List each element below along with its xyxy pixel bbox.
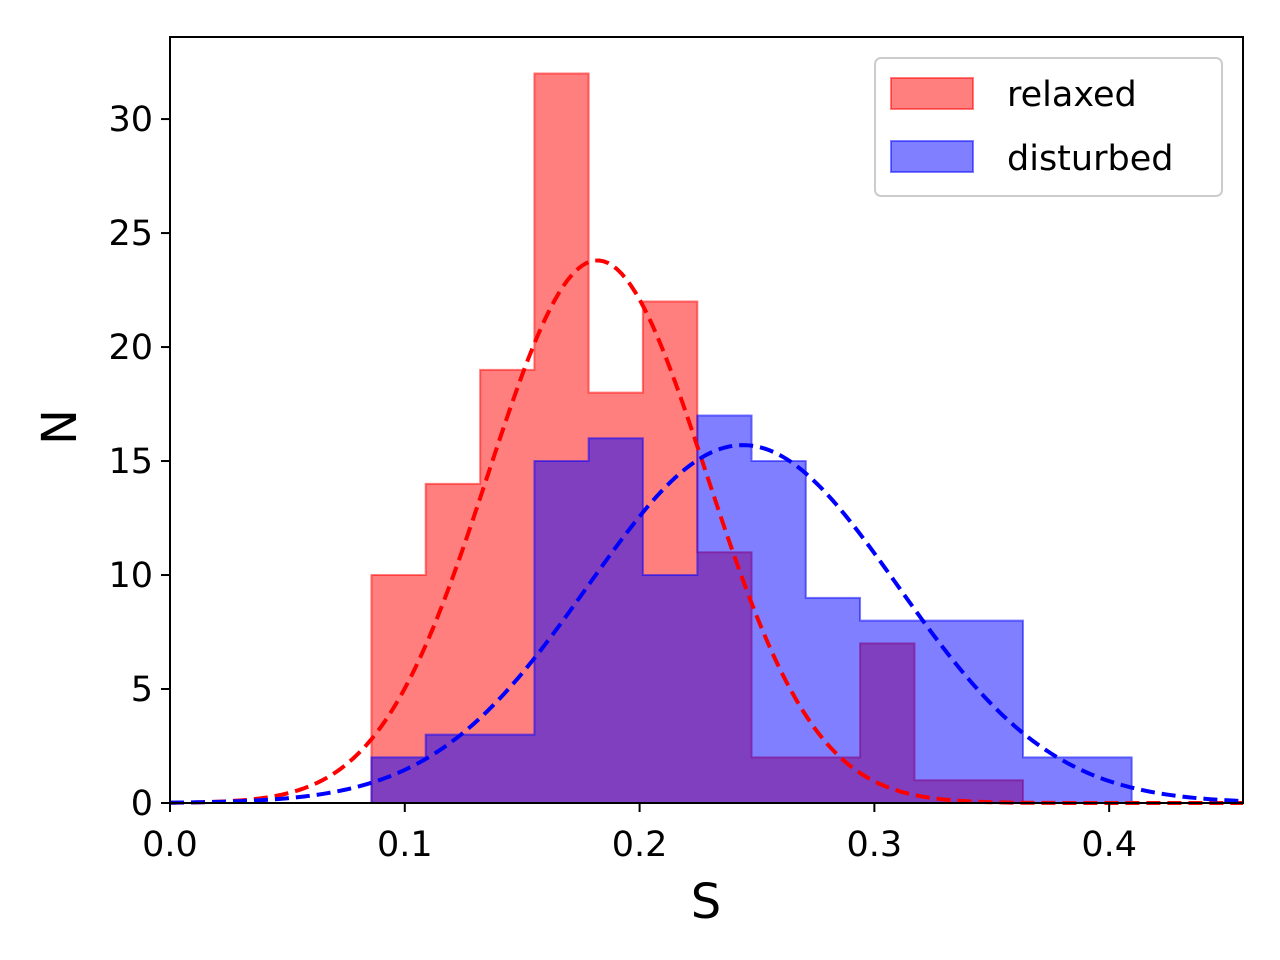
fit-curve-disturbed [169, 443, 1244, 805]
x-tick-label: 0.3 [847, 825, 903, 865]
y-axis-ticks: 0 5 10 15 20 25 30 [108, 100, 170, 824]
y-tick-label: 0 [131, 784, 153, 824]
disturbed-histogram [370, 414, 1133, 804]
legend-label-disturbed: disturbed [1007, 139, 1173, 179]
x-tick-label: 0.4 [1081, 825, 1137, 865]
legend-swatch-relaxed [890, 77, 974, 110]
x-axis-label: S [691, 874, 721, 930]
plot-frame [169, 36, 1244, 804]
y-tick-label: 20 [108, 328, 153, 368]
y-tick-label: 5 [131, 670, 153, 710]
histogram-disturbed [370, 414, 1133, 804]
legend: relaxed disturbed [874, 57, 1223, 197]
y-tick-label: 30 [108, 100, 153, 140]
y-tick-label: 15 [108, 442, 153, 482]
x-tick-label: 0.1 [377, 825, 433, 865]
x-tick-label: 0.2 [612, 825, 668, 865]
legend-label-relaxed: relaxed [1007, 75, 1137, 115]
legend-swatch-disturbed [890, 140, 974, 173]
x-tick-label: 0.0 [142, 825, 198, 865]
y-axis-label: N [32, 409, 88, 445]
y-tick-label: 25 [108, 214, 153, 254]
x-axis-ticks: 0.0 0.1 0.2 0.3 0.4 [142, 803, 1137, 865]
y-tick-label: 10 [108, 556, 153, 596]
